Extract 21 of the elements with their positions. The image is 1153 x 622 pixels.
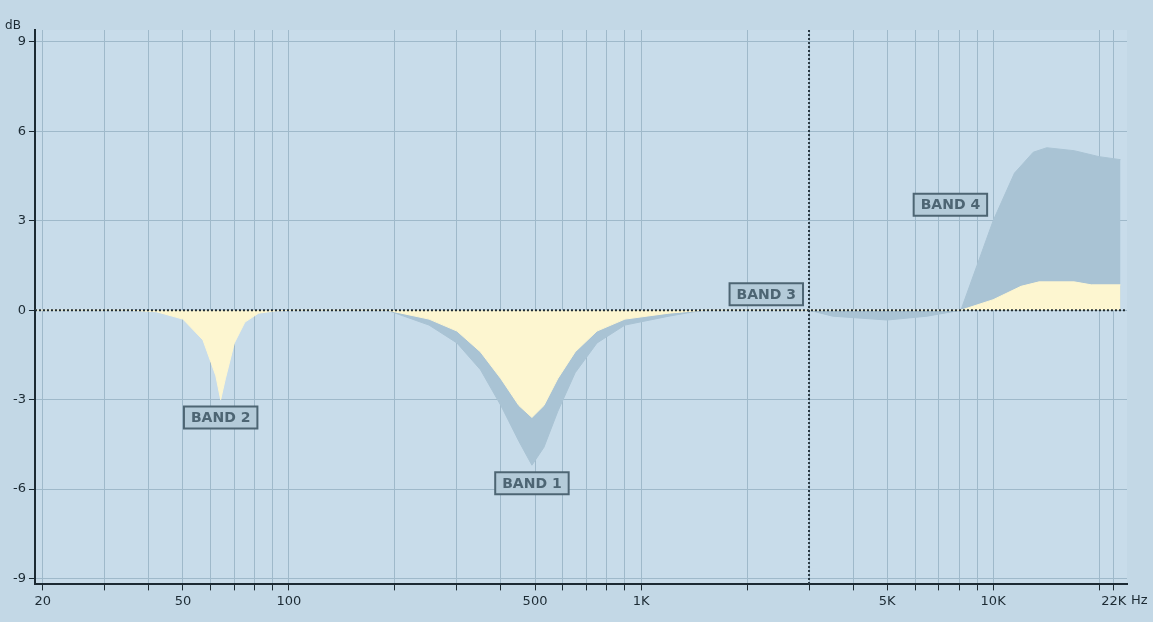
annotation: BAND 4 <box>920 196 981 213</box>
x-tick-label: 50 <box>174 592 192 608</box>
y-tick-label: 6 <box>17 122 26 138</box>
annotation: BAND 3 <box>736 285 797 302</box>
x-tick-label: 22K <box>1101 592 1127 608</box>
y-tick-label: -6 <box>12 480 26 496</box>
y-tick-label: 0 <box>17 301 26 317</box>
annotation: BAND 2 <box>190 409 251 426</box>
x-tick-label: 500 <box>522 592 548 608</box>
x-tick-label: 100 <box>276 592 302 608</box>
y-axis-title: dB <box>5 18 21 33</box>
x-tick-label: 1K <box>632 592 650 608</box>
y-tick-label: 3 <box>17 212 26 228</box>
y-tick-label: -3 <box>12 390 26 406</box>
annotation: BAND 1 <box>502 474 562 491</box>
x-tick-label: 5K <box>878 592 896 608</box>
y-tick-label: 9 <box>17 33 26 49</box>
x-tick-label: 10K <box>980 592 1007 608</box>
x-tick-label: 20 <box>34 592 52 608</box>
y-tick-label: -9 <box>12 569 26 585</box>
x-axis-title: Hz <box>1131 592 1148 608</box>
